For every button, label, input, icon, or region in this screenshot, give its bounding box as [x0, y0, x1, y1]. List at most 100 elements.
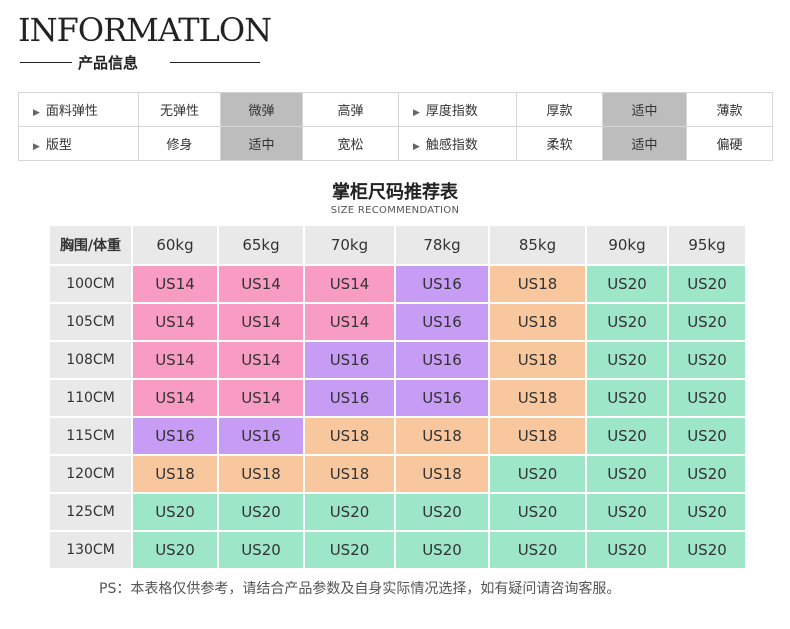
weight-header: 78kg	[394, 224, 490, 266]
size-cell: US18	[488, 264, 587, 304]
size-cell: US20	[585, 302, 669, 342]
attribute-row: ▶ 面料弹性 无弹性 微弹 高弹 ▶ 厚度指数 厚款 适中 薄款	[18, 92, 773, 127]
size-chart-subtitle: SIZE RECOMMENDATION	[330, 205, 460, 216]
size-cell: US14	[217, 378, 305, 418]
size-cell: US20	[585, 416, 669, 456]
size-cell: US20	[131, 492, 219, 532]
info-header: INFORMATLON 产品信息	[18, 12, 272, 74]
chest-header: 115CM	[48, 416, 133, 456]
size-cell: US20	[488, 530, 587, 570]
attribute-row: ▶ 版型 修身 适中 宽松 ▶ 触感指数 柔软 适中 偏硬	[18, 126, 773, 161]
size-cell: US20	[303, 530, 396, 570]
weight-header: 60kg	[131, 224, 219, 266]
weight-header: 65kg	[217, 224, 305, 266]
header-divider-left	[20, 62, 72, 63]
size-row: 115CM US16 US16 US18 US18 US18 US20 US20	[48, 416, 747, 456]
size-cell: US16	[217, 416, 305, 456]
size-cell: US20	[667, 302, 747, 342]
size-cell: US14	[131, 264, 219, 304]
size-cell: US16	[394, 302, 490, 342]
attribute-label-text: 版型	[45, 138, 72, 153]
size-cell: US16	[394, 264, 490, 304]
size-cell: US14	[131, 340, 219, 380]
size-cell: US14	[217, 340, 305, 380]
size-cell: US20	[667, 416, 747, 456]
size-row: 125CM US20 US20 US20 US20 US20 US20 US20	[48, 492, 747, 532]
size-cell: US14	[303, 264, 396, 304]
size-cell: US18	[303, 416, 396, 456]
size-cell: US20	[585, 492, 669, 532]
triangle-right-icon: ▶	[33, 108, 40, 118]
chest-header: 120CM	[48, 454, 133, 494]
size-cell: US20	[394, 492, 490, 532]
size-cell: US20	[585, 454, 669, 494]
size-cell: US20	[667, 492, 747, 532]
header-subtitle: 产品信息	[78, 54, 139, 72]
attribute-label-text: 厚度指数	[425, 104, 478, 119]
size-cell: US18	[488, 378, 587, 418]
size-cell: US20	[217, 492, 305, 532]
size-cell: US20	[488, 454, 587, 494]
size-cell: US14	[131, 302, 219, 342]
attribute-label: ▶ 触感指数	[398, 126, 517, 161]
attribute-option: 宽松	[302, 126, 399, 161]
attribute-option-selected: 适中	[602, 126, 687, 161]
size-cell: US20	[131, 530, 219, 570]
size-cell: US14	[131, 378, 219, 418]
size-cell: US16	[131, 416, 219, 456]
product-attributes-table: ▶ 面料弹性 无弹性 微弹 高弹 ▶ 厚度指数 厚款 适中 薄款 ▶ 版型 修身 适中 宽松 ▶ 触感指数 柔软适…	[18, 92, 773, 161]
chest-header: 130CM	[48, 530, 133, 570]
attribute-option: 薄款	[686, 92, 773, 127]
attribute-option: 偏硬	[686, 126, 773, 161]
size-cell: US16	[394, 340, 490, 380]
size-cell: US20	[585, 264, 669, 304]
size-recommendation-table: 胸围/体重 60kg 65kg 70kg 78kg 85kg 90kg 95kg 100CM U…	[48, 224, 747, 570]
chest-header: 105CM	[48, 302, 133, 342]
size-cell: US14	[217, 264, 305, 304]
size-row: 130CM US20 US20 US20 US20 US20 US20 US20	[48, 530, 747, 570]
chest-weight-corner-header: 胸围/体重	[48, 224, 133, 266]
size-cell: US20	[667, 378, 747, 418]
attribute-label-text: 触感指数	[425, 138, 478, 153]
attribute-option: 厚款	[516, 92, 603, 127]
weight-header: 85kg	[488, 224, 587, 266]
attribute-label-text: 面料弹性	[45, 104, 98, 119]
size-cell: US16	[303, 378, 396, 418]
attribute-option: 高弹	[302, 92, 399, 127]
size-row: 105CM US14 US14 US14 US16 US18 US20 US20	[48, 302, 747, 342]
weight-header: 95kg	[667, 224, 747, 266]
triangle-right-icon: ▶	[413, 142, 420, 152]
attribute-option: 无弹性	[138, 92, 221, 127]
attribute-option-selected: 适中	[220, 126, 303, 161]
disclaimer-note: PS：本表格仅供参考，请结合产品参数及自身实际情况选择，如有疑问请咨询客服。	[99, 581, 621, 597]
size-cell: US16	[303, 340, 396, 380]
size-cell: US18	[488, 340, 587, 380]
attribute-option-selected: 微弹	[220, 92, 303, 127]
attribute-option: 修身	[138, 126, 221, 161]
size-row: 120CM US18 US18 US18 US18 US20 US20 US20	[48, 454, 747, 494]
triangle-right-icon: ▶	[33, 142, 40, 152]
header-subtitle-row: 产品信息	[18, 52, 260, 74]
size-row: 110CM US14 US14 US16 US16 US18 US20 US20	[48, 378, 747, 418]
chest-header: 110CM	[48, 378, 133, 418]
weight-header: 90kg	[585, 224, 669, 266]
size-table-header-row: 胸围/体重 60kg 65kg 70kg 78kg 85kg 90kg 95kg	[48, 224, 747, 266]
chest-header: 100CM	[48, 264, 133, 304]
size-cell: US20	[488, 492, 587, 532]
size-cell: US16	[394, 378, 490, 418]
chest-header: 125CM	[48, 492, 133, 532]
header-divider-right	[170, 62, 260, 63]
size-row: 108CM US14 US14 US16 US16 US18 US20 US20	[48, 340, 747, 380]
attribute-label: ▶ 面料弹性	[18, 92, 139, 127]
size-cell: US20	[303, 492, 396, 532]
size-cell: US20	[217, 530, 305, 570]
size-cell: US20	[667, 530, 747, 570]
size-chart-title: 掌柜尺码推荐表	[332, 182, 458, 203]
attribute-option: 柔软	[516, 126, 603, 161]
size-cell: US18	[394, 454, 490, 494]
size-row: 100CM US14 US14 US14 US16 US18 US20 US20	[48, 264, 747, 304]
size-cell: US20	[667, 264, 747, 304]
size-cell: US18	[488, 302, 587, 342]
size-cell: US14	[303, 302, 396, 342]
size-cell: US20	[394, 530, 490, 570]
